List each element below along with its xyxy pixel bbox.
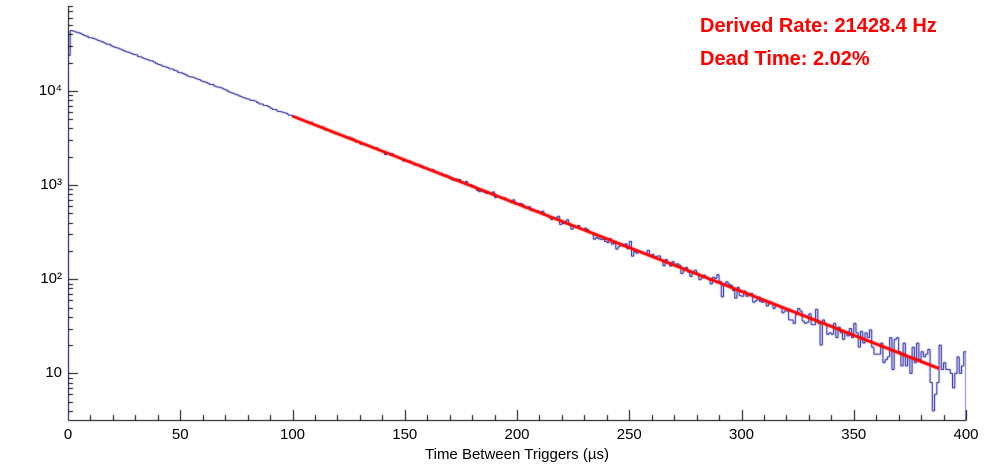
x-tick-label: 200 bbox=[504, 426, 530, 443]
x-tick-label: 100 bbox=[279, 426, 306, 443]
x-tick-label: 250 bbox=[616, 426, 642, 443]
y-tick-label: 10 bbox=[45, 364, 62, 382]
y-tick-label: 10² bbox=[40, 270, 62, 288]
derived-rate-text: Derived Rate: 21428.4 Hz bbox=[700, 15, 937, 37]
x-tick-label: 0 bbox=[63, 426, 73, 443]
x-tick-label: 50 bbox=[171, 426, 189, 443]
x-tick-label: 400 bbox=[953, 426, 979, 443]
y-tick-label: 10⁴ bbox=[38, 82, 62, 99]
x-tick-label: 300 bbox=[728, 426, 755, 443]
x-axis-title: Time Between Triggers (µs) bbox=[425, 446, 609, 463]
dead-time-text: Dead Time: 2.02% bbox=[700, 48, 870, 70]
y-tick-label: 10³ bbox=[40, 176, 62, 194]
stats-annotation: Derived Rate: 21428.4 Hz Dead Time: 2.02… bbox=[700, 10, 937, 76]
x-tick-label: 350 bbox=[841, 426, 867, 443]
x-tick-label: 150 bbox=[392, 426, 418, 443]
